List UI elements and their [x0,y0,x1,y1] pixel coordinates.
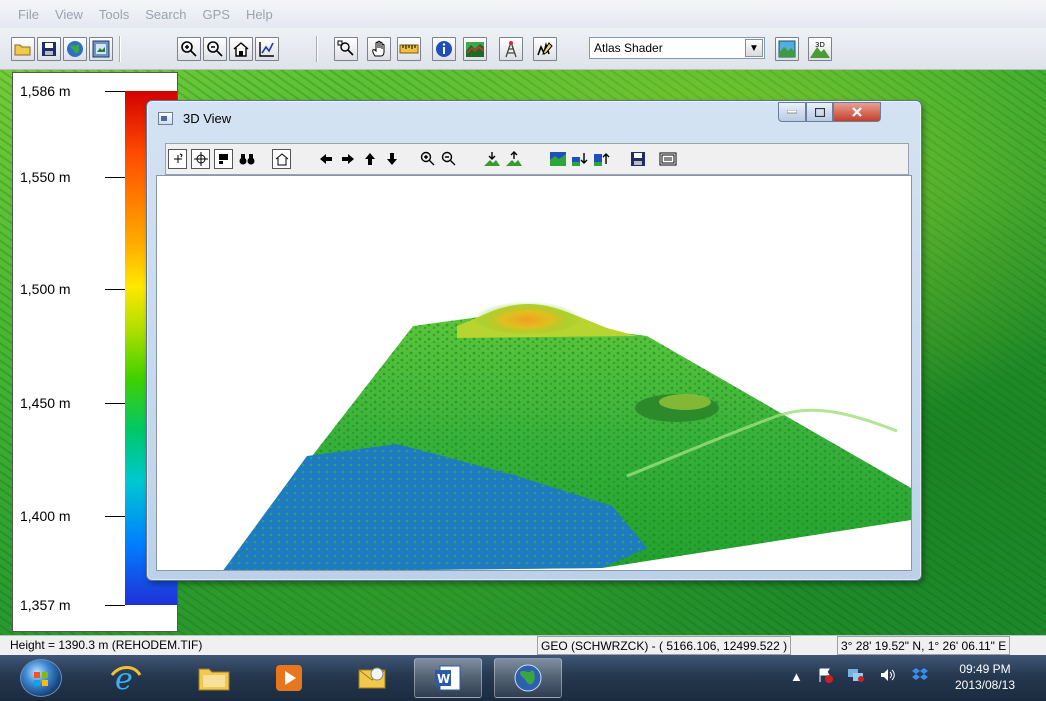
arrow-right-icon[interactable] [338,149,357,169]
menu-view[interactable]: View [54,6,83,22]
latlon-readout: 3° 28' 19.52" N, 1° 26' 06.11" E [837,636,1011,655]
zoom-in-icon[interactable] [418,149,437,169]
system-tray: ▲ [790,667,929,686]
internet-explorer-icon[interactable]: e [92,658,160,698]
menu-help[interactable]: Help [245,6,273,22]
zoom-box-icon[interactable] [334,37,358,61]
rotate-icon[interactable] [168,149,187,169]
water-down-icon[interactable] [570,149,589,169]
legend-tick [105,403,125,404]
outlook-icon[interactable] [338,658,406,698]
legend-label: 1,500 m [20,281,71,297]
3d-view-window[interactable]: 3D View [146,100,922,581]
water-up-icon[interactable] [592,149,611,169]
menu-search[interactable]: Search [145,6,187,22]
maximize-button[interactable] [806,102,833,122]
globe-icon[interactable] [63,37,87,61]
menu-tools[interactable]: Tools [98,6,130,22]
zoom-out-icon[interactable] [203,37,227,61]
terrain-render[interactable] [157,176,912,571]
lower-icon[interactable] [504,149,523,169]
legend-tick [105,91,125,92]
zoom-in-icon[interactable] [177,37,201,61]
3d-view-titlebar[interactable]: 3D View [147,101,921,135]
home-icon[interactable] [272,149,291,169]
3d-terrain-viewport[interactable] [156,175,912,571]
legend-tick [105,177,125,178]
svg-text:3D: 3D [815,41,825,49]
save-icon[interactable] [37,37,61,61]
arrow-up-icon[interactable] [360,149,379,169]
legend-label: 1,586 m [20,83,71,99]
export-icon[interactable] [658,149,677,169]
windows-logo-icon [34,672,48,686]
toolbar-separator [119,36,121,62]
legend-label: 1,400 m [20,508,71,524]
legend-label: 1,550 m [20,169,71,185]
chevron-down-icon[interactable]: ▼ [745,39,763,57]
open-folder-icon[interactable] [11,37,35,61]
window-title: 3D View [183,111,232,126]
windows-taskbar: e W ▲ 09:49 PM 2013/08/13 [0,655,1046,701]
move-icon[interactable] [191,149,210,169]
menu-gps[interactable]: GPS [202,6,230,22]
3d-view-toolbar [165,143,909,175]
menu-bar: File View Tools Search GPS Help [0,0,1046,28]
window-icon [158,112,173,125]
action-center-flag-icon[interactable] [817,667,833,686]
status-bar: Height = 1390.3 m (REHODEM.TIF) GEO (SCH… [0,635,1046,655]
toolbar-separator [316,36,318,62]
profile-icon[interactable] [463,37,487,61]
info-icon[interactable] [432,37,456,61]
sketch-icon[interactable] [533,37,557,61]
save-icon[interactable] [628,149,647,169]
arrow-left-icon[interactable] [316,149,335,169]
3d-view-icon[interactable]: 3D [808,37,832,61]
tower-icon[interactable] [499,37,523,61]
taskbar-clock[interactable]: 09:49 PM 2013/08/13 [940,661,1030,693]
media-player-icon[interactable] [255,658,323,698]
volume-icon[interactable] [879,667,897,686]
file-explorer-icon[interactable] [180,658,248,698]
menu-file[interactable]: File [18,6,39,22]
legend-tick [105,605,125,606]
shader-dropdown-value: Atlas Shader [594,41,663,55]
binoculars-icon[interactable] [237,149,256,169]
word-icon[interactable]: W [414,658,482,698]
projection-readout: GEO (SCHWRZCK) - ( 5166.106, 12499.522 ) [537,636,792,655]
legend-tick [105,516,125,517]
arrow-down-icon[interactable] [382,149,401,169]
clock-time: 09:49 PM [959,662,1011,676]
shader-settings-icon[interactable] [775,37,799,61]
zoom-out-icon[interactable] [439,149,458,169]
network-icon[interactable] [847,667,865,686]
start-button[interactable] [20,659,62,697]
legend-label: 1,357 m [20,597,71,613]
close-button[interactable] [833,102,881,122]
map-frame-icon[interactable] [89,37,113,61]
clock-date: 2013/08/13 [954,678,1016,692]
main-toolbar: Atlas Shader ▼ 3D [0,28,1046,70]
height-readout: Height = 1390.3 m (REHODEM.TIF) [10,638,203,652]
legend-label: 1,450 m [20,395,71,411]
home-icon[interactable] [229,37,253,61]
shader-dropdown[interactable]: Atlas Shader ▼ [589,37,765,59]
water-level-icon[interactable] [548,149,567,169]
svg-text:W: W [437,672,450,686]
show-hidden-icons-icon[interactable]: ▲ [790,669,803,684]
raise-icon[interactable] [482,149,501,169]
chart-icon[interactable] [255,37,279,61]
ruler-icon[interactable] [397,37,421,61]
select-icon[interactable] [214,149,233,169]
legend-tick [105,289,125,290]
minimize-button[interactable] [778,102,806,122]
globe-app-icon[interactable] [494,658,562,698]
pan-hand-icon[interactable] [367,37,391,61]
dropbox-icon[interactable] [911,667,929,686]
